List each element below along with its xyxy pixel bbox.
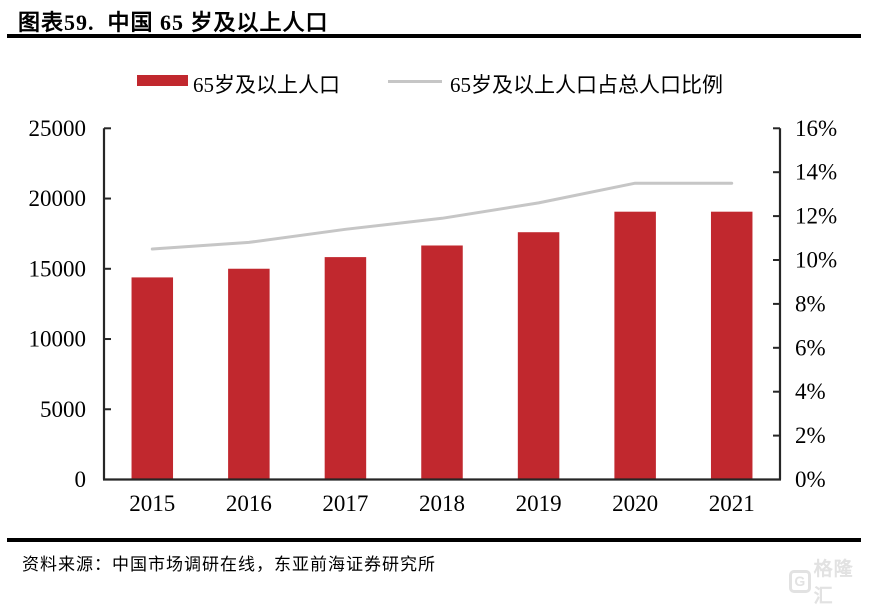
bar-2021	[710, 211, 753, 480]
x-axis-label-2015: 2015	[129, 491, 175, 516]
right-axis-tick-label: 16%	[795, 116, 837, 141]
bar-2018	[421, 245, 463, 480]
right-axis-tick-label: 6%	[795, 335, 826, 360]
bar-2017	[324, 257, 367, 480]
right-axis-tick-label: 10%	[795, 248, 837, 273]
x-axis-label-2017: 2017	[322, 491, 368, 516]
left-axis-tick-label: 10000	[29, 327, 87, 352]
right-axis-tick-label: 14%	[795, 160, 837, 185]
bar-2015	[131, 277, 174, 480]
bar-2020	[614, 211, 656, 480]
population-chart: 0 5000 10000 15000 20000 25000 0% 2% 4% 6% 8% 10% 12…	[29, 116, 838, 516]
left-axis-tick-label: 25000	[29, 116, 87, 141]
right-axis-tick-label: 2%	[795, 423, 826, 448]
right-axis-tick-label: 0%	[795, 467, 826, 492]
left-axis-tick-label: 15000	[29, 256, 87, 281]
x-axis-label-2016: 2016	[226, 491, 272, 516]
legend-line-swatch	[388, 80, 442, 83]
legend-bar-swatch	[137, 75, 188, 86]
x-axis-label-2018: 2018	[419, 491, 465, 516]
gelonghui-logo-icon: G	[789, 569, 811, 593]
right-axis-tick-label: 4%	[795, 379, 826, 404]
gelonghui-logo-text: 格隆汇	[813, 559, 854, 607]
title-underline-rule	[7, 34, 861, 38]
right-axis-tick-label: 8%	[795, 291, 826, 316]
left-axis-tick-label: 5000	[40, 397, 86, 422]
bar-2019	[517, 232, 560, 480]
legend-label-ratio: 65岁及以上人口占总人口比例	[450, 73, 723, 97]
left-axis-tick-label: 0	[75, 467, 87, 492]
left-axis-tick-label: 20000	[29, 186, 87, 211]
figure-bottom-rule	[7, 538, 861, 542]
gelonghui-logo: G 格隆汇	[789, 554, 869, 608]
x-axis-label-2021: 2021	[709, 491, 755, 516]
x-axis-label-2020: 2020	[612, 491, 658, 516]
source-note: 资料来源：中国市场调研在线，东亚前海证券研究所	[22, 555, 436, 574]
legend-label-population: 65岁及以上人口	[193, 73, 340, 97]
figure-title: 图表59. 中国 65 岁及以上人口	[18, 10, 329, 35]
right-axis-tick-label: 12%	[795, 204, 837, 229]
x-axis-label-2019: 2019	[516, 491, 562, 516]
bar-2016	[228, 268, 270, 480]
trend-line	[150, 181, 734, 251]
